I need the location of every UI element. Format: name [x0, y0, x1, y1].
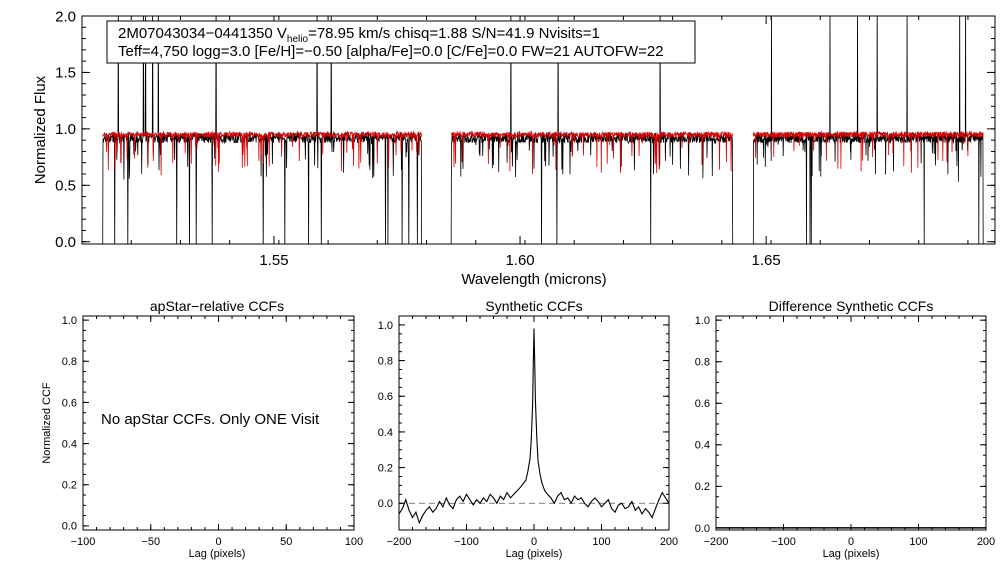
y-tick-label: 1.0	[62, 315, 77, 327]
apstar-ccf-y-label: Normalized CCF	[41, 382, 53, 464]
apstar-ccf-axes: −100 −50 0 50 100 0.0 0.2 0.4 0.6 0.8 1.0	[62, 315, 363, 548]
x-tick-label: 100	[909, 536, 927, 548]
y-tick-label: 1.0	[695, 315, 710, 327]
apstar-ccf-title: apStar−relative CCFs	[150, 298, 284, 314]
y-tick-label: 2.0	[55, 8, 76, 25]
x-tick-label: −100	[454, 536, 479, 548]
y-tick-label: 0.6	[378, 391, 393, 403]
model-spectrum-line	[752, 130, 984, 173]
x-tick-label: 200	[660, 536, 678, 548]
spectrum-series-group	[102, 16, 984, 244]
x-tick-label: 0	[848, 536, 854, 548]
synthetic-ccf-panel: Synthetic CCFs −200 −100 0 100 200 0.0 0.2 0.4 0…	[378, 298, 678, 560]
y-tick-label: 0.6	[62, 397, 77, 409]
y-tick-label: 0.0	[62, 521, 77, 533]
difference-ccf-title: Difference Synthetic CCFs	[769, 298, 934, 314]
vhelio-values: =78.95 km/s chisq=1.88 S/N=41.9 Nvisits=…	[308, 25, 600, 42]
apstar-ccf-panel: apStar−relative CCFs −100 −50 0 50 100 0.0 0.2…	[41, 298, 363, 560]
y-tick-label: 0.4	[378, 427, 393, 439]
x-tick-label: 1.65	[752, 252, 781, 269]
y-tick-label: 1.0	[55, 121, 76, 138]
spectrum-info-line1: 2M07043034−0441350 Vhelio=78.95 km/s chi…	[118, 25, 600, 45]
y-tick-label: 0.0	[695, 523, 710, 535]
model-spectrum-line	[450, 130, 734, 175]
apstar-ccf-x-label: Lag (pixels)	[189, 548, 246, 560]
spectrum-info-box	[106, 20, 696, 64]
spectrum-info-line2: Teff=4,750 logg=3.0 [Fe/H]=−0.50 [alpha/…	[118, 43, 664, 60]
spectrum-axes: 1.55 1.60 1.65 0.0 0.5 1.0 1.5 2.0	[55, 8, 995, 269]
y-tick-label: 0.6	[695, 398, 710, 410]
y-tick-label: 0.2	[695, 481, 710, 493]
x-tick-label: −50	[141, 536, 160, 548]
synthetic-ccf-plot-area	[398, 328, 670, 525]
difference-ccf-panel: Difference Synthetic CCFs −200 −100 0 100 20…	[695, 298, 995, 560]
vhelio-symbol: V	[277, 25, 287, 42]
y-tick-label: 0.4	[62, 438, 77, 450]
observed-spectrum-line	[752, 16, 984, 244]
y-tick-label: 0.5	[55, 178, 76, 195]
x-tick-label: 1.55	[259, 252, 288, 269]
vhelio-subscript: helio	[287, 34, 309, 45]
x-tick-label: 100	[592, 536, 610, 548]
model-spectrum-line	[102, 130, 422, 176]
x-tick-label: 1.60	[505, 252, 534, 269]
x-tick-label: 200	[977, 536, 995, 548]
spectrum-plot-area	[102, 16, 984, 244]
spectrum-y-label: Normalized Flux	[32, 75, 49, 184]
difference-ccf-x-label: Lag (pixels)	[823, 548, 880, 560]
y-tick-label: 0.2	[62, 480, 77, 492]
x-tick-label: −200	[704, 536, 729, 548]
synthetic-ccf-axes: −200 −100 0 100 200 0.0 0.2 0.4 0.6 0.8 1.0	[378, 315, 678, 548]
y-tick-label: 0.8	[62, 356, 77, 368]
y-tick-label: 0.0	[55, 234, 76, 251]
y-tick-label: 1.0	[378, 320, 393, 332]
synthetic-ccf-line	[398, 328, 670, 525]
x-tick-label: −100	[771, 536, 796, 548]
y-tick-label: 0.8	[378, 355, 393, 367]
spectrum-frame	[81, 15, 996, 245]
synthetic-ccf-title: Synthetic CCFs	[485, 298, 582, 314]
difference-ccf-axes: −200 −100 0 100 200 0.0 0.2 0.4 0.6 0.8 1.0	[695, 315, 995, 548]
x-tick-label: −100	[71, 536, 96, 548]
synthetic-ccf-x-label: Lag (pixels)	[506, 548, 563, 560]
x-tick-label: 0	[531, 536, 537, 548]
observed-spectrum-line	[102, 16, 422, 244]
spectrum-x-label: Wavelength (microns)	[461, 271, 606, 288]
spectrum-panel: 1.55 1.60 1.65 0.0 0.5 1.0 1.5 2.0 2M07043034−0…	[32, 8, 996, 288]
y-tick-label: 0.4	[695, 440, 710, 452]
y-tick-label: 1.5	[55, 65, 76, 82]
x-tick-label: 0	[215, 536, 221, 548]
x-tick-label: −200	[387, 536, 412, 548]
apstar-ccf-message: No apStar CCFs. Only ONE Visit	[101, 411, 320, 428]
y-tick-label: 0.0	[378, 498, 393, 510]
difference-ccf-frame	[715, 315, 987, 531]
x-tick-label: 50	[280, 536, 292, 548]
object-id: 2M07043034−0441350	[118, 25, 273, 42]
x-tick-label: 100	[345, 536, 363, 548]
y-tick-label: 0.2	[378, 462, 393, 474]
y-tick-label: 0.8	[695, 357, 710, 369]
